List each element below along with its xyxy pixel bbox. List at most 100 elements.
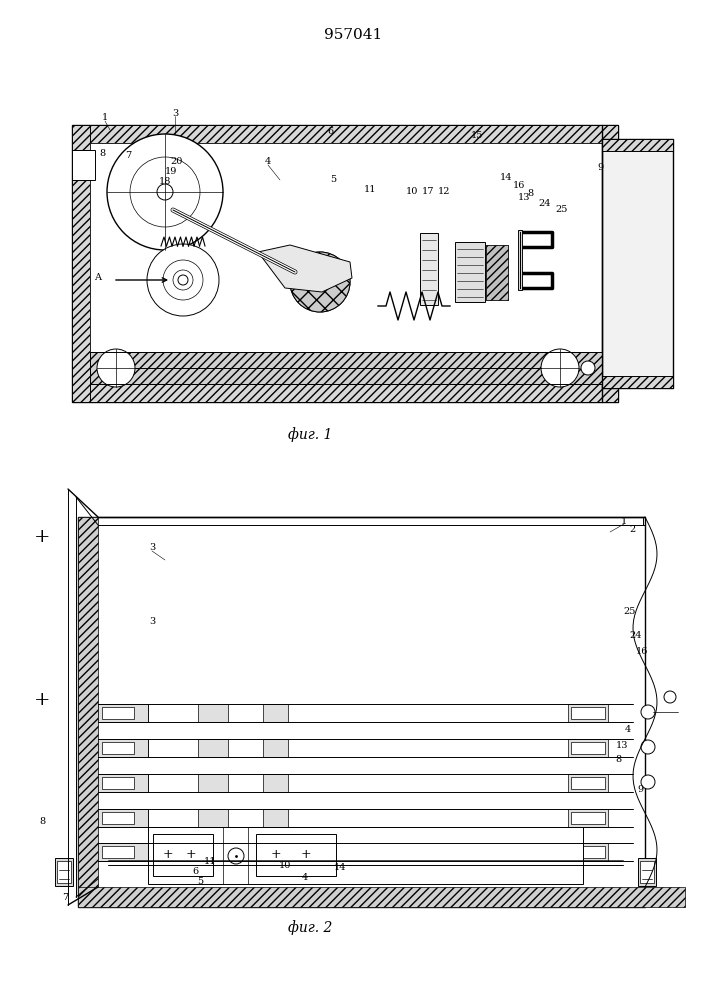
Bar: [57, 861, 71, 883]
Bar: [98, 809, 148, 827]
Text: 14: 14: [500, 174, 513, 182]
Bar: [602, 376, 673, 388]
Bar: [263, 704, 288, 722]
Polygon shape: [258, 245, 352, 292]
Circle shape: [290, 252, 350, 312]
Text: 3: 3: [172, 108, 178, 117]
Text: 7: 7: [62, 894, 68, 902]
Bar: [571, 742, 605, 754]
Text: +: +: [34, 691, 50, 709]
Text: 4: 4: [625, 726, 631, 734]
Text: +: +: [300, 848, 311, 861]
Bar: [568, 774, 608, 792]
Bar: [98, 739, 148, 757]
Bar: [72, 125, 618, 402]
Circle shape: [641, 705, 655, 719]
Bar: [263, 809, 288, 827]
Text: 6: 6: [327, 127, 333, 136]
Text: 1: 1: [102, 113, 108, 122]
Text: 10: 10: [279, 860, 291, 869]
Bar: [102, 812, 134, 824]
Bar: [102, 777, 134, 789]
Text: 24: 24: [539, 198, 551, 208]
Bar: [256, 834, 336, 876]
Circle shape: [157, 184, 173, 200]
Bar: [72, 125, 618, 143]
Text: 11: 11: [363, 186, 376, 194]
Text: 14: 14: [334, 862, 346, 871]
Circle shape: [97, 349, 135, 387]
Circle shape: [163, 260, 203, 300]
Text: 6: 6: [192, 867, 198, 876]
Text: фиг. 2: фиг. 2: [288, 921, 332, 935]
Text: 8: 8: [527, 190, 533, 198]
Bar: [486, 245, 508, 300]
Bar: [102, 707, 134, 719]
Text: 9: 9: [597, 162, 603, 172]
Bar: [568, 739, 608, 757]
Bar: [102, 846, 134, 858]
Circle shape: [581, 361, 595, 375]
Bar: [90, 143, 602, 384]
Bar: [571, 707, 605, 719]
Bar: [263, 843, 288, 861]
Bar: [198, 809, 228, 827]
Circle shape: [107, 134, 223, 250]
Bar: [486, 245, 508, 300]
Text: 17: 17: [422, 188, 434, 196]
Text: фиг. 1: фиг. 1: [288, 428, 332, 442]
Text: 9: 9: [637, 786, 643, 794]
Bar: [571, 846, 605, 858]
Text: +: +: [34, 528, 50, 546]
Bar: [98, 843, 148, 861]
Text: 19: 19: [165, 167, 177, 176]
Bar: [571, 812, 605, 824]
Text: 16: 16: [513, 182, 525, 190]
Text: 20: 20: [171, 157, 183, 166]
Text: 7: 7: [125, 150, 131, 159]
Bar: [72, 384, 618, 402]
Bar: [602, 139, 673, 151]
Bar: [568, 809, 608, 827]
Circle shape: [130, 157, 200, 227]
Bar: [72, 125, 90, 402]
Circle shape: [641, 775, 655, 789]
Bar: [640, 861, 654, 883]
Text: 3: 3: [149, 617, 155, 626]
Text: +: +: [271, 848, 281, 861]
Circle shape: [641, 740, 655, 754]
Text: +: +: [186, 848, 197, 861]
Bar: [571, 777, 605, 789]
Text: 8: 8: [615, 756, 621, 764]
Bar: [455, 242, 485, 302]
Text: +: +: [163, 848, 173, 861]
Bar: [90, 352, 602, 384]
Text: 11: 11: [204, 857, 216, 866]
Bar: [148, 827, 583, 884]
Bar: [568, 704, 608, 722]
Text: 1: 1: [621, 518, 627, 526]
Circle shape: [664, 691, 676, 703]
Bar: [568, 843, 608, 861]
Text: 24: 24: [630, 631, 642, 640]
Bar: [638, 858, 656, 886]
Text: 15: 15: [471, 130, 483, 139]
Text: 10: 10: [406, 188, 418, 196]
Text: 25: 25: [556, 206, 568, 215]
Bar: [198, 774, 228, 792]
Text: 12: 12: [438, 188, 450, 196]
Bar: [98, 704, 148, 722]
Text: 5: 5: [197, 878, 203, 886]
Text: 13: 13: [518, 194, 530, 202]
Bar: [263, 774, 288, 792]
Bar: [420, 233, 438, 305]
Text: 8: 8: [39, 818, 45, 826]
Circle shape: [228, 848, 244, 864]
Bar: [263, 739, 288, 757]
Bar: [198, 739, 228, 757]
Text: 13: 13: [616, 742, 629, 750]
Bar: [78, 517, 98, 907]
Text: 5: 5: [330, 176, 336, 184]
Circle shape: [541, 349, 579, 387]
Text: 4: 4: [265, 157, 271, 166]
